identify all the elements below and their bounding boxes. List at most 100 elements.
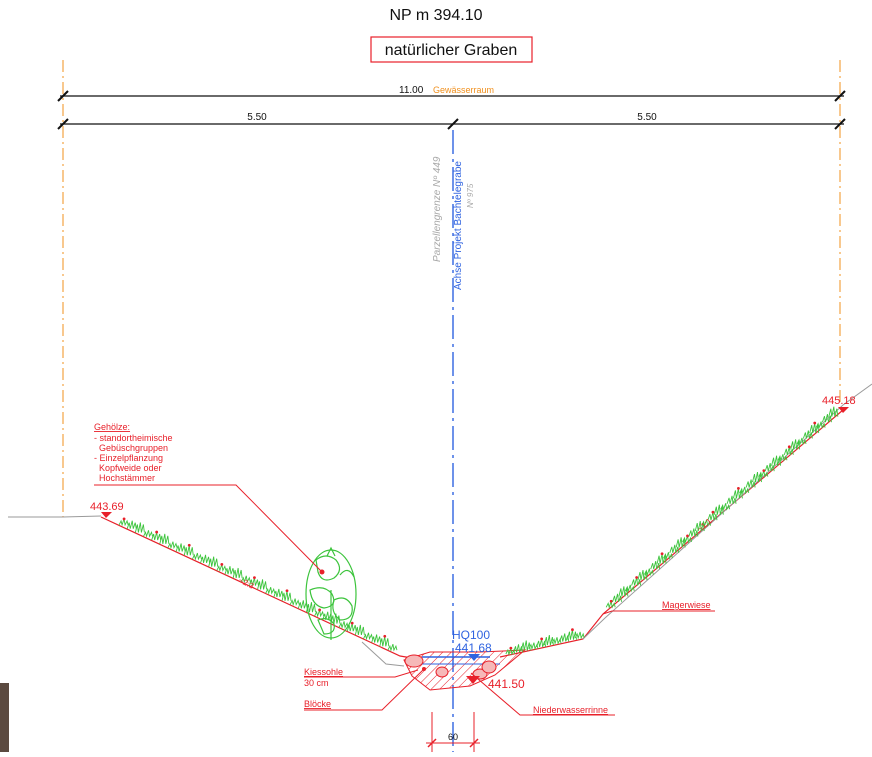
flower-dot [122,517,126,521]
grass-tuft [167,541,178,550]
grass-tuft [720,503,731,511]
vegetation [118,406,839,656]
grass-tuft [764,463,775,472]
woods-line: Hochstämmer [94,473,155,483]
grass-tuft [822,414,832,423]
boulder [481,660,497,674]
boulders [404,654,497,680]
blocks-leader-line [304,668,425,711]
grass-tuft [379,636,390,647]
flower-dot [187,543,191,547]
flower-dot [285,589,289,593]
flower-dot [737,486,740,490]
grass-tuft [669,544,680,553]
woods-line: - Einzelpflanzung [94,453,163,463]
grass-tuft [815,421,826,430]
low-water-annotation: Niederwasserrinne [470,672,615,716]
water-elevation: 441.68 [455,641,492,655]
flower-dot [155,530,159,534]
low-water-leader-line [470,672,615,716]
grass-tuft [701,519,712,528]
terrain-left-existing [8,515,102,518]
grass-tuft [224,566,235,575]
grass-tuft [745,479,756,488]
terrain-left-old [361,641,405,667]
side-panel-edge [0,683,9,752]
low-water-label: Niederwasserrinne [533,705,608,715]
flower-dot [220,563,224,566]
grass-tuft [828,406,839,417]
grass-tuft [739,486,750,495]
gravel-annotation: Kiessohle 30 cm [304,667,419,688]
grass-tuft [257,579,268,590]
grass-tuft [126,520,137,529]
meadow-label: Magerwiese [662,600,711,610]
grass-tuft [289,598,300,607]
grass-tuft [159,533,170,544]
grass-tuft [208,556,219,567]
left-top-marker [101,512,112,518]
grass-tuft [387,643,398,652]
dimension-left-half: 5.50 [247,112,267,123]
dimension-right-half: 5.50 [637,112,657,123]
flower-dot [762,469,766,473]
flower-dot [787,445,791,449]
bottom-width-value: 60 [448,732,458,742]
flower-dot [509,646,513,650]
section-title: NP m 394.10 [389,7,482,24]
bottom-width-dimension: 60 [426,712,480,752]
grass-tuft [363,632,373,641]
grass-tuft [273,588,284,598]
grass-tuft [543,635,554,646]
gravel-bed [403,649,527,691]
gravel-leader-line [304,669,419,678]
grass-tuft [777,454,788,462]
grass-tuft [265,587,276,595]
gravel-label: Kiessohle [304,667,343,677]
flower-dot [635,576,639,579]
grass-tuft [643,568,654,577]
gravel-thickness: 30 cm [304,678,329,688]
meadow-leader-line [602,610,715,615]
grass-tuft [567,629,577,640]
parcel-boundary-label: Parzellengrenze Nº 449 [432,156,443,262]
woods-line: Gebüschgruppen [94,443,168,453]
subtitle-frame [370,36,533,63]
grass-tuft [371,634,382,643]
dimension-total-label: Gewässerraum [433,85,494,95]
project-axis-label: Achse Projekt Bachtelegrabe [453,161,464,290]
grass-tuft [134,522,145,533]
dimension-total: 11.00 Gewässerraum [57,85,846,102]
bottom-elevation: 441.50 [488,677,525,691]
water-level-marker [468,654,480,661]
meadow-annotation: Magerwiese [602,600,715,615]
grass-tuft [330,613,341,624]
grass-tuft [232,567,243,579]
grass-tuft [513,644,523,653]
grass-tuft [726,495,737,504]
left-slope-line [100,516,413,659]
right-top-marker [838,407,849,413]
grass-tuft [143,530,153,538]
woods-leader-line [94,484,323,573]
blocks-leader-dot [422,667,426,671]
flower-dot [383,634,387,638]
flower-dot [571,628,574,632]
woods-line: Kopfweide oder [94,463,162,473]
grass-tuft [240,575,251,584]
blocks-annotation: Blöcke [304,667,426,711]
flower-dot [813,421,817,425]
flower-dot [686,534,689,538]
grass-tuft [520,640,531,651]
grass-tuft [574,631,585,640]
grass-tuft [354,624,365,636]
left-slope-ratio: ~2:3 [237,576,256,591]
grass-tuft [624,584,635,593]
terrain-right-existing [582,383,872,640]
grass-tuft [650,561,661,570]
left-top-elevation: 443.69 [90,501,124,513]
grass-tuft [183,545,194,556]
grass-tuft [306,602,316,613]
grass-tuft [559,633,570,642]
